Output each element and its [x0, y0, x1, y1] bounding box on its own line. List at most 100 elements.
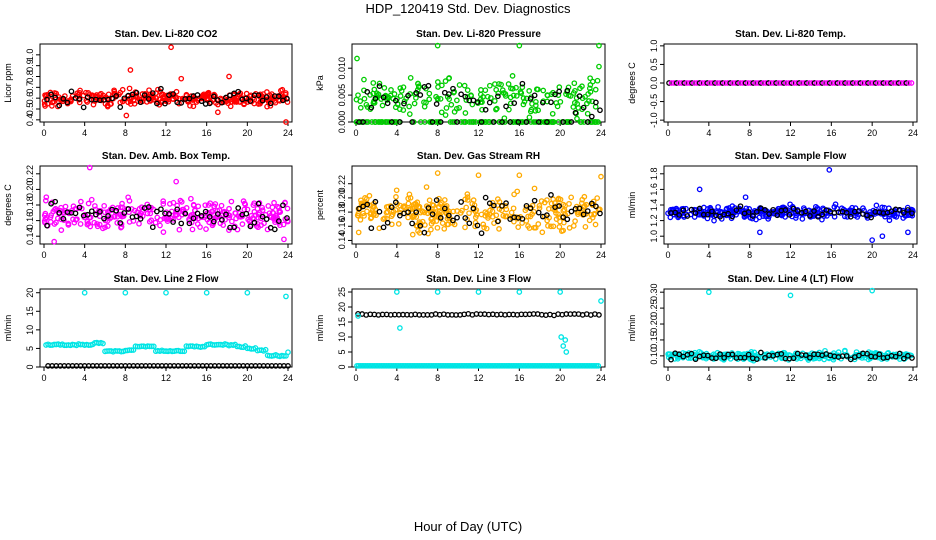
outlier-point — [516, 172, 523, 179]
data-point — [421, 99, 427, 106]
data-point — [506, 106, 512, 113]
data-point — [908, 80, 915, 86]
data-point — [104, 223, 111, 229]
black-point — [596, 312, 602, 318]
data-point — [727, 80, 734, 86]
x-tick-label: 16 — [202, 373, 212, 383]
black-point — [280, 202, 286, 209]
black-point — [892, 353, 899, 360]
data-point — [426, 197, 433, 204]
panel-title: Stan. Dev. Line 2 Flow — [114, 274, 219, 285]
data-point — [793, 80, 800, 86]
outlier-point — [354, 55, 360, 62]
data-point — [549, 110, 556, 117]
panel-7: Stan. Dev. Line 2 Flow 0 4 8 12 16 20 24 0 5 10 15 2… — [3, 274, 293, 383]
black-point — [397, 212, 403, 219]
panel-4: Stan. Dev. Amb. Box Temp. 0 4 8 12 16 20 24 0.14… — [3, 151, 293, 260]
data-point — [826, 80, 833, 86]
black-point — [458, 199, 464, 205]
black-point — [376, 83, 383, 89]
black-point — [790, 205, 797, 212]
data-point — [906, 80, 912, 86]
panel-title: Stan. Dev. Amb. Box Temp. — [102, 151, 230, 162]
panel-3: Stan. Dev. Li-820 Temp. 0 4 8 12 16 20 24 -1.0 -0… — [627, 29, 918, 138]
data-point — [446, 75, 452, 81]
black-point — [807, 354, 813, 361]
black-point — [64, 99, 71, 106]
data-point — [544, 217, 551, 224]
data-point — [796, 80, 803, 86]
data-point — [255, 211, 262, 218]
x-tick-label: 16 — [826, 373, 836, 383]
data-point — [514, 188, 521, 195]
black-point — [446, 212, 452, 219]
black-point — [539, 99, 546, 106]
data-point — [482, 212, 489, 219]
black-point — [145, 204, 152, 210]
data-point — [499, 87, 506, 94]
data-point — [202, 202, 209, 209]
outlier-point — [563, 349, 570, 355]
data-point — [842, 80, 848, 86]
data-point — [588, 119, 595, 125]
black-point — [454, 119, 460, 125]
data-point — [699, 80, 706, 86]
data-point — [406, 111, 413, 117]
black-point — [807, 212, 813, 219]
data-point — [91, 203, 98, 209]
black-point — [584, 208, 591, 214]
data-point — [202, 93, 209, 100]
data-point — [595, 362, 602, 369]
x-tick-label: 12 — [161, 250, 171, 260]
plot-frame — [39, 288, 293, 368]
black-point — [425, 82, 432, 89]
data-point — [565, 92, 572, 99]
y-axis-label: degrees C — [627, 62, 637, 104]
data-point — [65, 220, 72, 227]
data-point — [264, 103, 270, 110]
data-point — [74, 90, 81, 97]
data-point — [437, 96, 444, 102]
data-point — [545, 222, 551, 229]
y-tick-label: 15 — [337, 317, 347, 327]
data-point — [276, 204, 282, 211]
black-point — [782, 207, 789, 213]
data-point — [412, 201, 418, 208]
data-point — [867, 80, 874, 86]
black-point — [206, 214, 213, 220]
data-point — [203, 226, 209, 232]
x-tick-label: 12 — [785, 373, 795, 383]
data-point — [211, 203, 218, 210]
data-point — [553, 100, 560, 106]
data-point — [860, 80, 866, 86]
black-point — [544, 119, 550, 125]
black-point — [48, 91, 54, 98]
black-point — [52, 94, 59, 101]
black-point — [580, 211, 587, 218]
data-point — [550, 223, 557, 230]
data-point — [464, 191, 471, 197]
black-point — [384, 100, 391, 107]
outlier-point — [434, 289, 441, 295]
black-point — [364, 201, 371, 208]
data-point — [183, 205, 190, 211]
data-point — [515, 224, 522, 231]
data-point — [904, 204, 911, 211]
y-tick-label: 0.16 — [25, 212, 35, 230]
x-tick-label: 16 — [826, 128, 836, 138]
plot-frame — [351, 288, 606, 368]
black-point — [580, 104, 587, 111]
black-point — [819, 211, 825, 218]
black-point — [433, 101, 440, 107]
black-point — [417, 92, 424, 98]
data-point — [456, 82, 463, 88]
data-point — [553, 210, 559, 216]
data-point — [105, 91, 112, 98]
data-point — [486, 82, 493, 89]
x-tick-label: 8 — [123, 373, 128, 383]
data-point — [451, 108, 458, 115]
black-point — [376, 208, 383, 215]
data-point — [591, 119, 598, 125]
x-tick-label: 20 — [555, 373, 565, 383]
data-point — [786, 80, 792, 86]
